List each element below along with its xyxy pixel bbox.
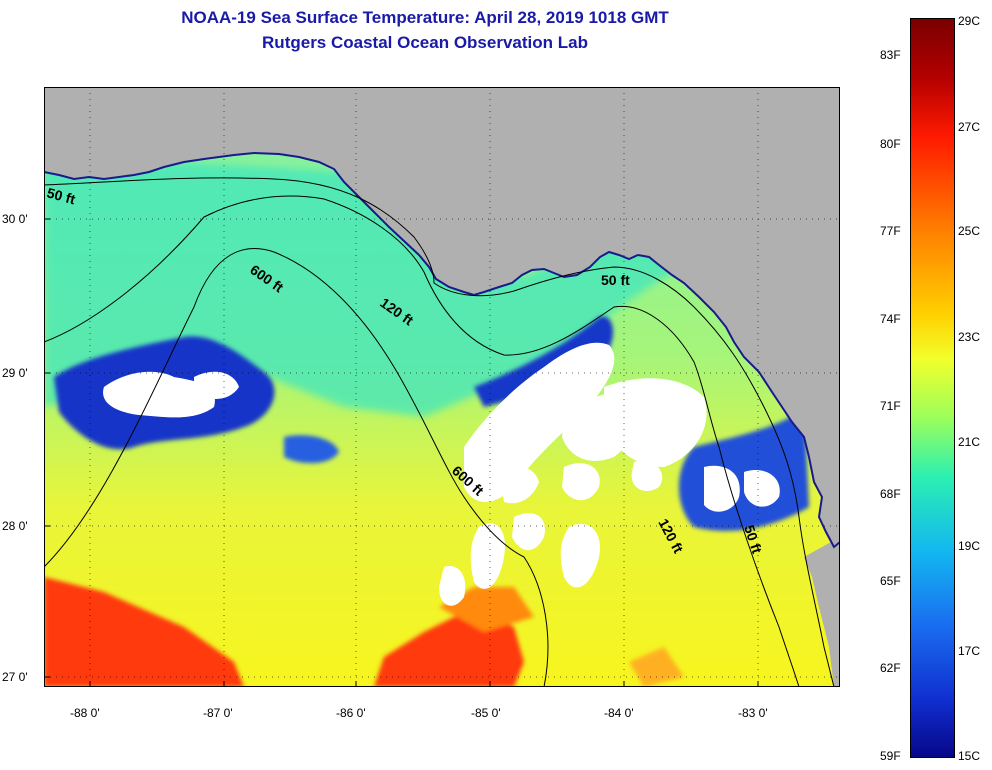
colorbar-c-label: 29C [958,14,981,28]
lon-label-88: -88 0' [70,706,100,720]
colorbar-f-label: 74F [880,312,901,326]
contour-label: 50 ft [601,272,630,288]
land [44,87,840,687]
colorbar-f-label: 65F [880,574,901,588]
graticule [44,87,840,687]
chart-title: NOAA-19 Sea Surface Temperature: April 2… [181,8,669,27]
colorbar-f-label: 62F [880,661,901,675]
cloud-cover [103,342,780,606]
contour-label: 50 ft [45,184,77,207]
lon-label-84: -84 0' [604,706,634,720]
colorbar-c-label: 25C [958,224,981,238]
colorbar-f-label: 80F [880,137,901,151]
colorbar-c-label: 21C [958,435,981,449]
lon-label-87: -87 0' [203,706,233,720]
colorbar-c-label: 23C [958,330,981,344]
colorbar-c-label: 17C [958,644,981,658]
lat-label-28: 28 0' [2,519,28,533]
map-frame [44,87,840,687]
colorbar-f-label: 59F [880,749,901,763]
colorbar-c-label: 27C [958,120,981,134]
lon-label-86: -86 0' [336,706,366,720]
colorbar-f-label: 68F [880,487,901,501]
colorbar-c-label: 15C [958,749,981,763]
lat-label-27: 27 0' [2,670,28,684]
colorbar-f-label: 77F [880,224,901,238]
depth-contours [44,177,835,687]
colorbar-c-label: 19C [958,539,981,553]
temperature-colorbar [910,18,955,758]
lon-label-85: -85 0' [471,706,501,720]
chart-subtitle: Rutgers Coastal Ocean Observation Lab [262,33,588,52]
coastline [44,151,840,549]
sst-map: 50 ft 600 ft 120 ft 50 ft 600 ft 120 ft … [44,87,840,687]
lon-label-83: -83 0' [738,706,768,720]
colorbar-f-label: 83F [880,48,901,62]
lat-label-30: 30 0' [2,212,28,226]
lat-label-29: 29 0' [2,366,28,380]
colorbar-f-label: 71F [880,399,901,413]
